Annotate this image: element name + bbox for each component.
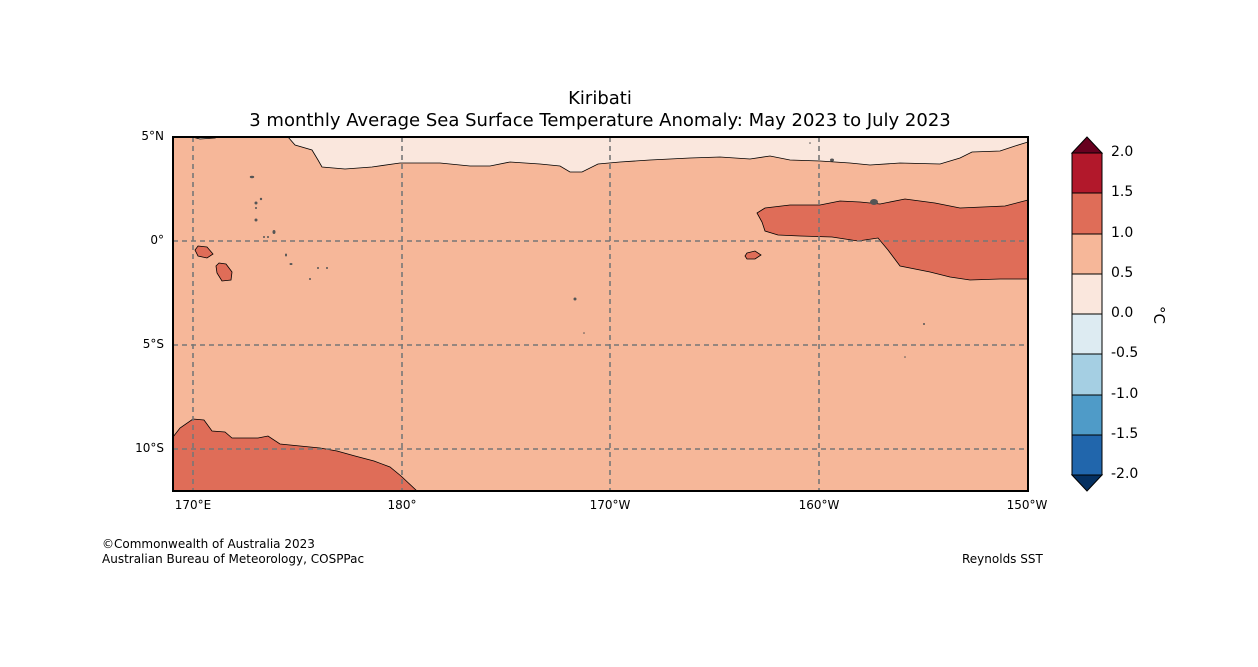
colorbar-tick: -2.0 [1111,466,1139,482]
map-subtitle: 3 monthly Average Sea Surface Temperatur… [249,110,951,131]
colorbar-tick: 2.0 [1111,144,1134,160]
colorbar-bin-neg1.0-neg0.5 [1071,353,1103,396]
anomaly-patch-small-3 [744,250,762,260]
map-area [173,137,1028,491]
colorbar [1070,136,1104,492]
colorbar-tick: 0.5 [1111,265,1134,281]
lon-label-170e: 170°E [174,498,212,512]
lat-label-5n: 5°N [141,129,164,143]
anomaly-warm-east [756,198,1028,281]
colorbar-tick: 0.0 [1111,305,1134,321]
lon-label-150w: 150°W [1006,498,1048,512]
anomaly-patch-small-2 [215,262,233,282]
colorbar-unit-label: °C [1149,306,1168,324]
data-source-text: Reynolds SST [962,552,1043,566]
copyright-text: ©Commonwealth of Australia 2023 [102,537,315,551]
colorbar-extend-top [1070,136,1104,154]
colorbar-tick: -0.5 [1111,345,1139,361]
colorbar-tick: 1.0 [1111,225,1134,241]
colorbar-tick: 1.5 [1111,184,1134,200]
anomaly-band-north [191,137,1028,173]
lat-label-10s: 10°S [135,441,164,455]
lat-label-0: 0° [150,233,164,247]
colorbar-bin-0.0-0.5 [1071,273,1103,315]
lat-label-5s: 5°S [142,337,164,351]
anomaly-patch-small-1 [194,245,214,259]
lon-label-180: 180° [387,498,417,512]
colorbar-bin-neg0.5-0.0 [1071,313,1103,355]
colorbar-bin-neg2.0-neg1.5 [1071,434,1103,476]
colorbar-bin-neg1.5-neg1.0 [1071,394,1103,436]
colorbar-bin-0.5-1.0 [1071,233,1103,275]
colorbar-tick: -1.5 [1111,426,1139,442]
agency-text: Australian Bureau of Meteorology, COSPPa… [102,552,365,566]
map-frame [172,136,1029,492]
graticule [173,137,1028,491]
anomaly-warm-southwest [173,418,418,491]
map-title: Kiribati [568,88,632,109]
anomaly-base-region [173,137,1028,491]
colorbar-bin-1.0-1.5 [1071,192,1103,235]
colorbar-tick: -1.0 [1111,386,1139,402]
islands [249,142,925,358]
colorbar-bin-1.5-2.0 [1071,152,1103,194]
lon-label-160w: 160°W [798,498,840,512]
colorbar-extend-bottom [1070,474,1104,492]
lon-label-170w: 170°W [589,498,631,512]
